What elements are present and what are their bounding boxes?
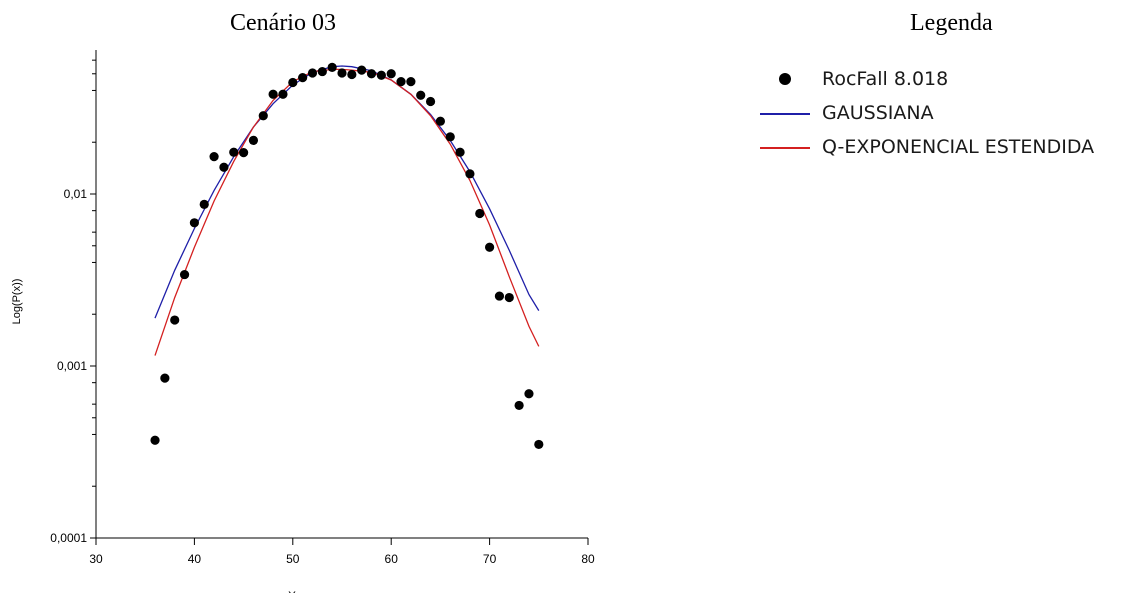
data-point: [199, 199, 209, 210]
data-point: [514, 400, 524, 411]
legend-line-gaussiana: [760, 113, 810, 115]
data-point: [307, 68, 318, 78]
data-point: [435, 116, 445, 126]
legend-item-qexp: Q-EXPONENCIAL ESTENDIDA: [760, 130, 1094, 164]
data-point: [317, 66, 327, 77]
data-point: [258, 111, 268, 121]
data-point: [288, 77, 298, 88]
x-tick-label: 80: [581, 552, 595, 566]
data-point: [239, 148, 249, 158]
gaussian-line: [154, 65, 540, 319]
y-axis-label: Log(P(x)): [11, 279, 23, 325]
y-tick-label: 0,01: [64, 187, 88, 201]
data-point: [357, 65, 367, 75]
data-point: [209, 151, 219, 162]
data-point: [465, 169, 475, 179]
x-tick-label: 60: [385, 552, 399, 566]
data-point: [425, 96, 436, 107]
legend-label-gaussiana: GAUSSIANA: [822, 102, 934, 124]
data-point: [337, 68, 347, 78]
data-point: [366, 69, 377, 79]
legend-line-qexp: [760, 147, 810, 149]
data-point: [386, 69, 396, 79]
x-tick-label: 40: [188, 552, 202, 566]
legend-title: Legenda: [910, 10, 993, 36]
data-point: [455, 147, 465, 157]
data-point: [504, 292, 514, 303]
data-point: [475, 208, 485, 219]
legend: RocFall 8.018 GAUSSIANA Q-EXPONENCIAL ES…: [760, 62, 1094, 164]
data-point: [494, 291, 505, 301]
data-point: [406, 77, 416, 87]
data-point: [485, 242, 495, 252]
x-tick-label: 50: [286, 552, 300, 566]
y-tick-label: 0,0001: [50, 531, 87, 545]
legend-item-gaussiana: GAUSSIANA: [760, 96, 1094, 130]
legend-marker-dot: [779, 73, 791, 85]
legend-label-qexp: Q-EXPONENCIAL ESTENDIDA: [822, 136, 1095, 158]
x-axis-label: X: [288, 589, 296, 593]
legend-label-rocfall: RocFall 8.018: [822, 68, 949, 90]
data-point: [179, 269, 190, 280]
data-point: [268, 89, 278, 99]
data-point: [160, 373, 170, 383]
data-point: [219, 162, 229, 172]
data-point: [524, 389, 534, 399]
data-point: [170, 315, 180, 325]
data-point: [248, 135, 259, 145]
data-point: [150, 435, 160, 445]
data-point: [396, 77, 406, 87]
x-tick-label: 30: [89, 552, 103, 566]
data-point: [298, 73, 308, 83]
data-point: [229, 147, 239, 157]
data-point: [445, 132, 455, 142]
data-point: [327, 62, 337, 72]
y-tick-label: 0,001: [57, 359, 87, 373]
data-point: [416, 90, 426, 100]
data-point: [347, 69, 357, 80]
legend-item-rocfall: RocFall 8.018: [760, 62, 1094, 96]
data-point: [189, 218, 199, 228]
data-point: [278, 89, 288, 99]
x-tick-label: 70: [483, 552, 497, 566]
qexp-line: [154, 68, 540, 356]
data-point: [376, 70, 386, 80]
chart-title: Cenário 03: [230, 10, 336, 36]
data-point: [534, 439, 544, 450]
